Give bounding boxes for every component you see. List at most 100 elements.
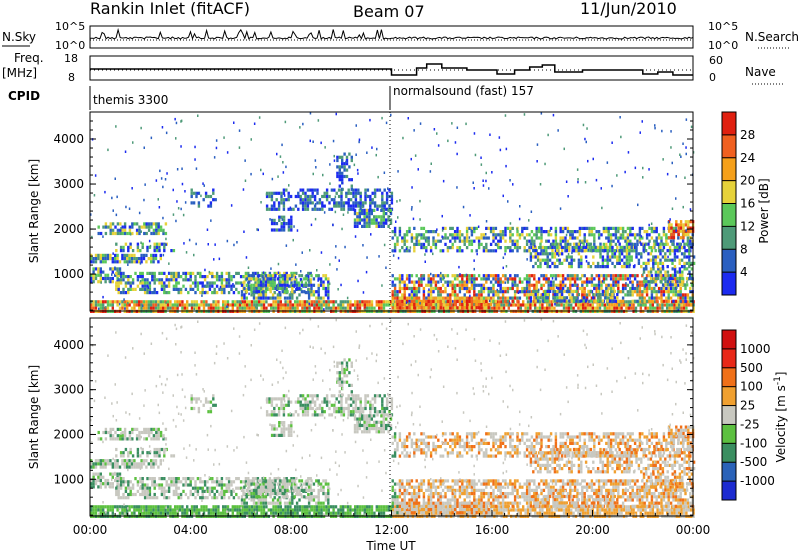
power-speck <box>643 243 646 247</box>
power-cell <box>642 249 645 253</box>
power-cell <box>680 303 683 307</box>
power-cell <box>641 283 644 287</box>
power-cell <box>126 231 129 236</box>
power-cell <box>567 303 570 307</box>
power-cell <box>477 274 481 278</box>
power-cell <box>513 296 517 300</box>
power-cell <box>401 236 404 240</box>
power-cell <box>274 303 278 307</box>
power-cell <box>669 276 672 281</box>
power-cell <box>601 299 605 303</box>
power-cell <box>499 286 502 291</box>
power-cell <box>473 290 476 294</box>
power-speck <box>355 124 357 127</box>
power-cell <box>638 230 642 234</box>
power-cell <box>159 228 163 232</box>
power-speck <box>584 181 587 184</box>
power-cell <box>321 194 324 199</box>
velocity-cell <box>241 508 244 512</box>
power-cell <box>485 296 488 300</box>
power-cell <box>544 299 547 303</box>
power-cell <box>678 306 681 310</box>
power-cell <box>248 286 251 291</box>
power-cell <box>573 236 577 240</box>
power-cell <box>542 249 546 253</box>
power-cell <box>554 236 558 240</box>
power-speck <box>112 252 114 255</box>
power-speck <box>91 235 93 239</box>
power-cell <box>270 191 274 195</box>
power-cell <box>638 293 642 297</box>
power-cell <box>381 201 384 205</box>
power-cell <box>126 306 129 310</box>
power-cell <box>678 303 681 307</box>
power-cell <box>150 306 153 310</box>
power-cell <box>548 306 551 310</box>
power-cell <box>682 229 685 233</box>
power-cell <box>307 275 310 279</box>
power-cell <box>485 280 488 284</box>
power-cell <box>191 281 195 285</box>
power-speck <box>159 169 161 173</box>
power-cell <box>540 274 543 278</box>
power-cell <box>682 306 686 310</box>
power-speck <box>616 174 618 177</box>
power-cell <box>413 242 416 246</box>
power-cell <box>661 303 664 307</box>
power-cell <box>269 277 272 281</box>
power-cell <box>599 252 602 256</box>
velocity-cell <box>212 505 215 509</box>
power-cell <box>282 218 286 222</box>
power-cell <box>300 290 304 294</box>
power-cell <box>152 260 155 264</box>
power-cell <box>304 191 307 195</box>
power-cell <box>627 300 630 304</box>
power-cell <box>114 225 117 229</box>
power-cell <box>504 226 507 230</box>
power-cell <box>473 274 476 278</box>
power-cell <box>560 252 564 256</box>
power-cell <box>371 198 374 202</box>
power-cell <box>422 286 426 291</box>
power-cell <box>257 293 260 297</box>
power-cell <box>678 276 682 281</box>
power-cell <box>501 236 505 240</box>
power-cell <box>289 303 292 307</box>
power-cell <box>291 296 294 300</box>
freq-label-2: [MHz] <box>2 66 37 80</box>
power-cell <box>405 283 409 287</box>
power-cell <box>687 300 690 304</box>
power-speck <box>162 230 164 233</box>
power-cell <box>152 300 155 304</box>
power-cell <box>267 283 270 287</box>
power-cell <box>656 265 660 269</box>
power-cell <box>223 278 226 282</box>
power-cell <box>345 168 349 172</box>
power-cell <box>246 303 249 307</box>
power-cell <box>281 283 284 287</box>
power-speck <box>480 156 482 159</box>
power-cell <box>104 273 107 277</box>
power-cell <box>458 246 462 250</box>
power-cell <box>571 274 574 278</box>
power-cell <box>626 239 630 243</box>
velocity-cell <box>195 508 198 512</box>
power-cell <box>320 303 323 307</box>
power-cell <box>681 276 684 281</box>
velocity-cell <box>294 511 297 515</box>
power-cell <box>683 255 686 259</box>
power-cell <box>349 300 352 304</box>
power-cell <box>361 208 364 212</box>
power-cell <box>458 299 462 303</box>
power-cell <box>241 306 244 310</box>
power-speck <box>293 225 295 228</box>
power-cell <box>322 296 325 300</box>
velocity-cell <box>205 508 208 512</box>
velocity-cell <box>145 505 148 509</box>
velocity-cell <box>236 505 239 509</box>
power-cell <box>513 277 517 281</box>
power-cell <box>492 290 495 294</box>
velocity-cell <box>106 508 110 512</box>
power-cell <box>593 283 596 287</box>
velocity-cell <box>157 508 160 512</box>
